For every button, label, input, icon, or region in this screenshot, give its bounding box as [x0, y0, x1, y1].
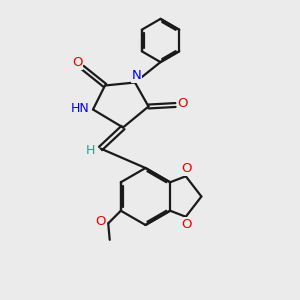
Text: O: O: [182, 162, 192, 175]
Text: O: O: [72, 56, 82, 69]
Text: O: O: [95, 215, 106, 228]
Text: O: O: [182, 218, 192, 231]
Text: O: O: [178, 97, 188, 110]
Text: HN: HN: [71, 102, 90, 116]
Text: N: N: [132, 69, 141, 82]
Text: H: H: [86, 143, 96, 157]
